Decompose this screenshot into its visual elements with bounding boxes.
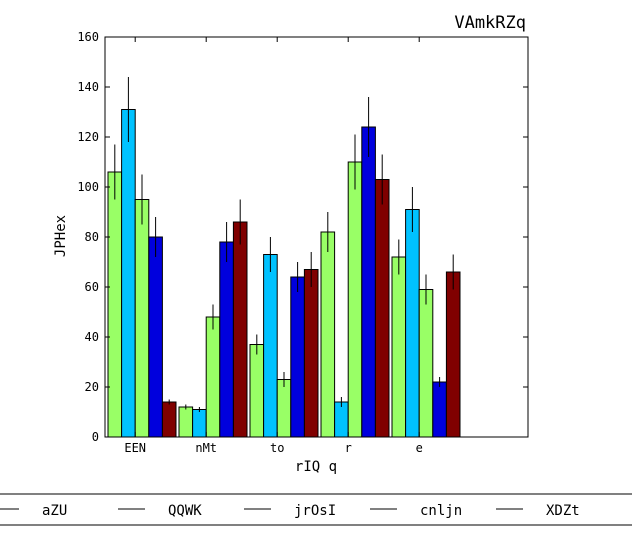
bar-to-0: [249, 344, 265, 438]
bar-to-3: [290, 276, 305, 438]
legend-label-jrOsI: jrOsI: [294, 503, 336, 519]
bars-layer: [107, 109, 461, 438]
x-tick-label: r: [345, 441, 352, 455]
y-ticks: 0 20 40 60 80 100 120 140 160: [77, 30, 528, 444]
bar-EEN-0: [107, 171, 123, 438]
bar-nMt-2: [205, 316, 221, 438]
y-tick-label: 40: [85, 330, 99, 344]
legend-label-cnljn: cnljn: [420, 503, 462, 519]
bar-r-0: [320, 231, 336, 438]
y-tick-label: 140: [77, 80, 99, 94]
x-tick-label: EEN: [124, 441, 146, 455]
error-bars-layer: [114, 77, 454, 412]
bar-e-1: [405, 209, 420, 438]
legend-label-XDZt: XDZt: [546, 503, 580, 519]
y-tick-label: 20: [85, 380, 99, 394]
y-tick-label: 160: [77, 30, 99, 44]
bar-r-3: [361, 126, 376, 438]
x-ticks: EEN nMt to r e: [124, 37, 423, 455]
bar-EEN-3: [148, 236, 163, 438]
chart-title: VAmkRZq: [454, 13, 526, 33]
y-tick-label: 80: [85, 230, 99, 244]
bar-r-1: [334, 401, 349, 438]
bar-to-1: [263, 254, 278, 438]
bar-EEN-1: [121, 109, 136, 438]
y-tick-label: 0: [92, 430, 99, 444]
bar-e-4: [445, 271, 461, 438]
x-tick-label: e: [416, 441, 423, 455]
legend-label-QQWK: QQWK: [168, 503, 202, 519]
bar-EEN-2: [134, 199, 150, 438]
legend-label-aZU: aZU: [42, 503, 67, 519]
legend: aZU QQWK jrOsI cnljn XDZt: [0, 493, 632, 526]
bar-r-4: [374, 179, 390, 438]
x-tick-label: nMt: [195, 441, 217, 455]
bar-nMt-3: [219, 241, 234, 438]
y-tick-label: 100: [77, 180, 99, 194]
y-axis-label: JPHex: [53, 215, 69, 257]
bar-to-2: [276, 379, 292, 438]
bar-e-3: [432, 381, 447, 438]
bar-e-2: [418, 289, 434, 438]
bar-r-2: [347, 161, 363, 438]
bar-e-0: [391, 256, 407, 438]
y-tick-label: 120: [77, 130, 99, 144]
x-axis-label: rIQ q: [295, 459, 337, 475]
x-tick-label: to: [270, 441, 284, 455]
bar-nMt-0: [178, 406, 194, 438]
y-tick-label: 60: [85, 280, 99, 294]
bar-to-4: [303, 269, 319, 438]
bar-nMt-1: [192, 409, 207, 438]
bar-nMt-4: [232, 221, 248, 438]
bar-EEN-4: [161, 401, 177, 438]
